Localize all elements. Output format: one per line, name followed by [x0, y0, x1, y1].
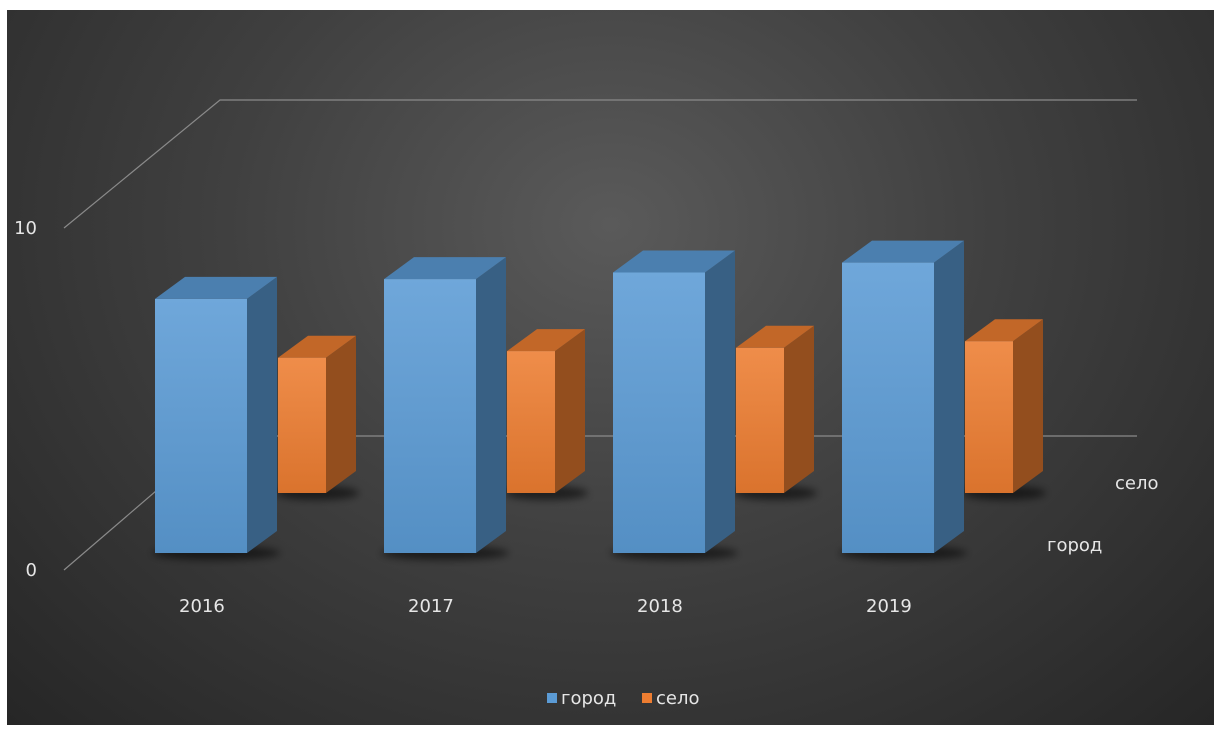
y-tick-label: 0 [26, 560, 37, 581]
y-axis-ticks: 0102030405060708090 [14, 218, 37, 581]
bar-selo [733, 325, 817, 500]
bar-gorod [152, 276, 280, 560]
depth-axis-label: город [1047, 535, 1102, 556]
legend-swatch [642, 693, 652, 703]
bar-selo [275, 335, 359, 500]
bar-gorod [839, 240, 967, 560]
y-tick-label: 10 [14, 218, 37, 239]
depth-axis-labels: город село [1047, 473, 1159, 556]
bar-selo [962, 319, 1046, 500]
bar-selo [504, 329, 588, 500]
legend-item: село [642, 688, 700, 709]
bars [152, 240, 1046, 560]
legend-label: город [561, 688, 616, 709]
bar-gorod [610, 250, 738, 560]
x-axis-ticks: 2016 2017 2018 2019 [179, 596, 912, 617]
legend: город село [547, 688, 700, 709]
legend-item: город [547, 688, 616, 709]
legend-swatch [547, 693, 557, 703]
x-tick-label: 2019 [866, 596, 912, 617]
gridline [63, 99, 1137, 229]
x-tick-label: 2017 [408, 596, 454, 617]
x-tick-label: 2016 [179, 596, 225, 617]
x-tick-label: 2018 [637, 596, 683, 617]
bar-gorod [381, 257, 509, 560]
depth-axis-label: село [1115, 473, 1159, 494]
legend-label: село [656, 688, 700, 709]
